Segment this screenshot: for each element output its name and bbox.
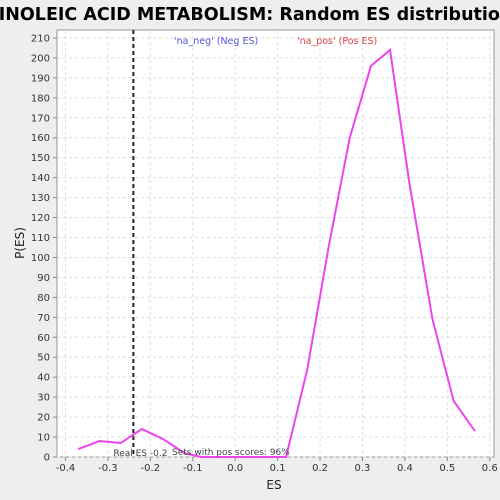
y-tick-label: 170 bbox=[31, 113, 50, 124]
legend-neg: 'na_neg' (Neg ES) bbox=[174, 36, 258, 47]
y-tick-label: 120 bbox=[31, 213, 50, 224]
x-tick-label: 0.5 bbox=[439, 463, 455, 474]
chart-title: LINOLEIC ACID METABOLISM: Random ES dist… bbox=[0, 5, 500, 25]
real-es-label: Real ES -0.2 bbox=[113, 449, 167, 459]
y-tick-label: 160 bbox=[31, 133, 50, 144]
y-tick-label: 10 bbox=[37, 433, 50, 444]
x-tick-label: 0.4 bbox=[397, 463, 413, 474]
x-tick-label: 0.6 bbox=[482, 463, 498, 474]
y-tick-label: 30 bbox=[37, 393, 50, 404]
x-tick-label: 0.1 bbox=[270, 463, 286, 474]
y-axis-title: P(ES) bbox=[13, 227, 27, 259]
y-tick-label: 60 bbox=[37, 333, 50, 344]
y-tick-label: 0 bbox=[44, 453, 50, 464]
grid bbox=[57, 30, 494, 458]
y-tick-label: 200 bbox=[31, 53, 50, 64]
x-axis-title: ES bbox=[266, 478, 281, 492]
y-tick-label: 40 bbox=[37, 373, 50, 384]
y-tick-label: 80 bbox=[37, 293, 50, 304]
y-tick-label: 70 bbox=[37, 313, 50, 324]
x-tick-label: 0.0 bbox=[227, 463, 243, 474]
y-tick-label: 50 bbox=[37, 353, 50, 364]
x-tick-label: 0.3 bbox=[355, 463, 371, 474]
pos-scores-annotation: Sets with pos scores: 96% bbox=[172, 448, 290, 458]
y-tick-label: 130 bbox=[31, 193, 50, 204]
y-axis: 0 10 20 30 40 50 60 70 80 90 100 110 120 130 140 150 160… bbox=[31, 33, 57, 464]
y-tick-label: 180 bbox=[31, 93, 50, 104]
y-tick-label: 140 bbox=[31, 173, 50, 184]
x-tick-label: -0.1 bbox=[183, 463, 203, 474]
plot-area bbox=[56, 29, 495, 458]
y-tick-label: 90 bbox=[37, 273, 50, 284]
y-tick-label: 100 bbox=[31, 253, 50, 264]
x-tick-label: -0.2 bbox=[141, 463, 161, 474]
x-tick-label: 0.2 bbox=[312, 463, 328, 474]
y-tick-label: 110 bbox=[31, 233, 50, 244]
x-tick-label: -0.4 bbox=[56, 463, 76, 474]
x-tick-label: -0.3 bbox=[98, 463, 118, 474]
y-tick-label: 190 bbox=[31, 73, 50, 84]
x-axis: -0.4 -0.3 -0.2 -0.1 0.0 0.1 0.2 0.3 0.4 0.5 0.6 bbox=[56, 457, 498, 474]
y-tick-label: 150 bbox=[31, 153, 50, 164]
y-tick-label: 20 bbox=[37, 413, 50, 424]
legend-pos: 'na_pos' (Pos ES) bbox=[297, 36, 377, 47]
es-distribution-line bbox=[77, 48, 476, 458]
y-tick-label: 210 bbox=[31, 33, 50, 44]
